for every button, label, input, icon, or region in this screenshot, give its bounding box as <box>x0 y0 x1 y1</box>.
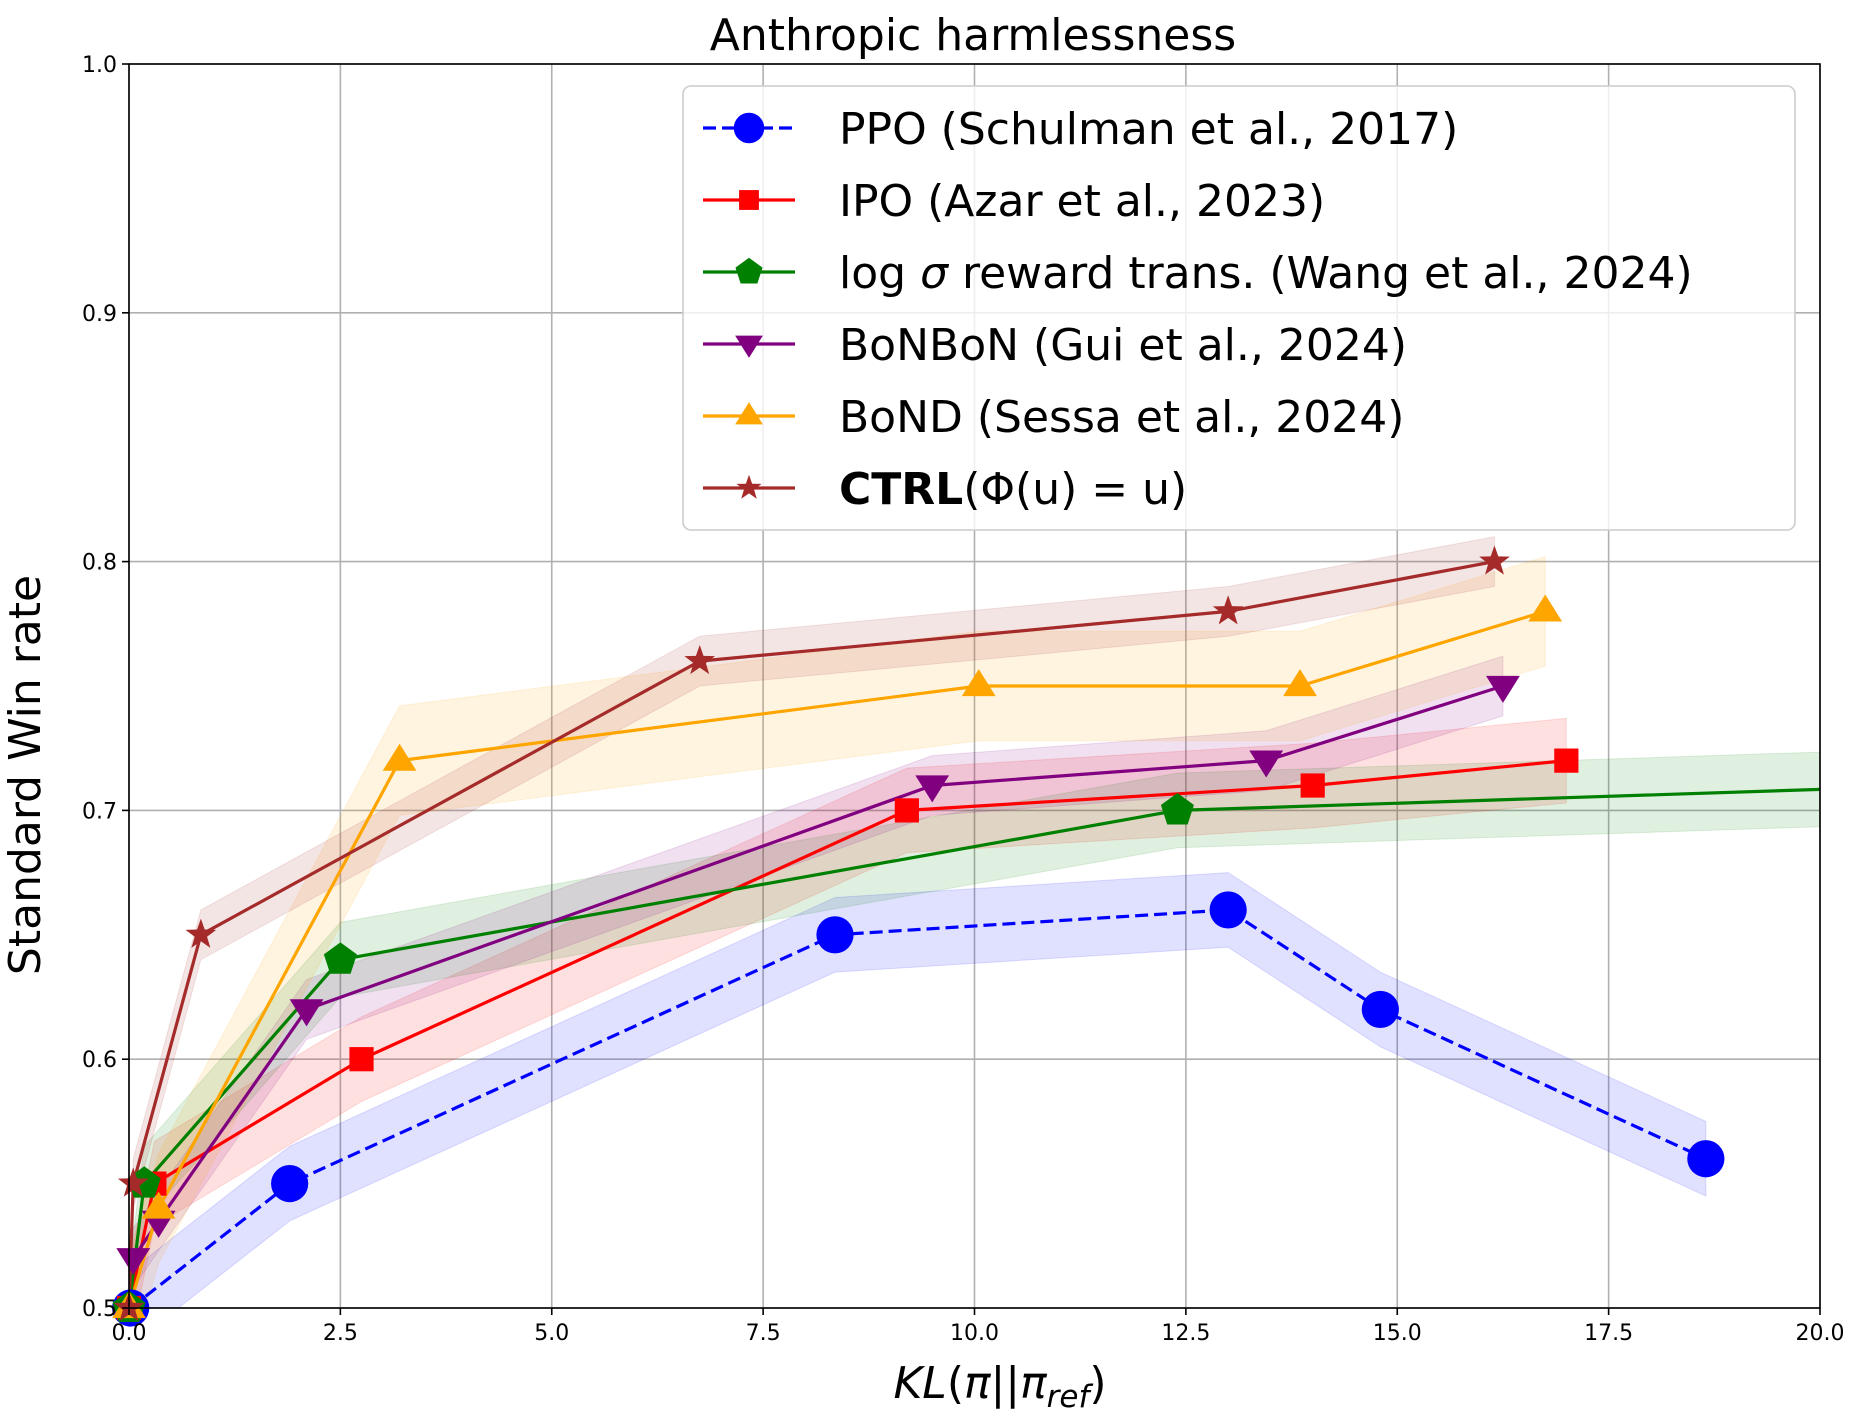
series-1-point <box>1554 748 1579 773</box>
series-5-point <box>1212 595 1244 625</box>
legend-entry: IPO (Azar et al., 2023) <box>703 176 1325 227</box>
x-axis-title-bars: || <box>990 1358 1020 1409</box>
x-axis-title-sub: ref <box>1047 1379 1094 1415</box>
series-5-point <box>1479 545 1510 575</box>
legend-label: BoND (Sessa et al., 2024) <box>839 392 1404 443</box>
axis-ticks: 0.0 2.5 5.0 7.5 10.0 12.5 15.0 17.5 20.0 0.5 0.6 0.… <box>82 53 1844 1346</box>
x-tick-label: 20.0 <box>1796 1321 1845 1346</box>
series-0-band <box>130 872 1707 1308</box>
series-0-point <box>1361 990 1399 1029</box>
series-4-point <box>1283 669 1317 697</box>
series-1-point <box>349 1047 374 1072</box>
legend-label: PPO (Schulman et al., 2017) <box>839 104 1458 155</box>
x-tick-label: 0.0 <box>112 1321 147 1346</box>
y-tick-label: 0.7 <box>82 799 117 824</box>
series-0-point <box>816 916 854 954</box>
legend-entry: BoNBoN (Gui et al., 2024) <box>703 320 1407 371</box>
series-5-line <box>129 560 1495 1308</box>
legend: PPO (Schulman et al., 2017) IPO (Azar et … <box>682 85 1796 531</box>
series-4-point <box>141 1191 176 1219</box>
legend-marker-swatch <box>735 335 763 358</box>
legend-label: log σ reward trans. (Wang et al., 2024) <box>839 248 1693 299</box>
y-tick-label: 0.6 <box>82 1048 117 1073</box>
series-5-point <box>185 918 217 948</box>
series-4-band <box>129 555 1546 1308</box>
x-tick-label: 15.0 <box>1373 1321 1422 1346</box>
series-4-point <box>382 743 417 771</box>
legend-box <box>682 85 1796 531</box>
chart-title: Anthropic harmlessness <box>710 10 1236 61</box>
x-axis-title: KL(π||πref) <box>893 1358 1106 1415</box>
x-axis-title-close: ) <box>1089 1358 1106 1409</box>
series-2-point <box>1160 793 1194 825</box>
series-5-point <box>117 1167 149 1197</box>
series-1-line <box>129 759 1567 1308</box>
series-0-point <box>271 1165 309 1203</box>
x-tick-label: 2.5 <box>323 1321 358 1346</box>
x-axis-title-pi2: π <box>1020 1358 1048 1409</box>
legend-marker-swatch <box>739 190 759 210</box>
legend-entry: PPO (Schulman et al., 2017) <box>703 104 1458 155</box>
series-4-point <box>961 669 996 697</box>
y-tick-label: 0.5 <box>82 1297 117 1322</box>
y-tick-label: 0.9 <box>82 302 117 327</box>
x-axis-title-open: ( <box>947 1358 964 1409</box>
series-1-point <box>1300 773 1325 798</box>
series-3-point <box>1486 675 1520 703</box>
y-axis-title: Standard Win rate <box>0 575 51 975</box>
legend-label: BoNBoN (Gui et al., 2024) <box>839 320 1407 371</box>
legend-label: IPO (Azar et al., 2023) <box>839 176 1325 227</box>
legend-marker-swatch <box>735 402 763 425</box>
y-tick-label: 0.8 <box>82 551 117 576</box>
series-3-point <box>915 775 950 803</box>
series-4-point <box>1528 594 1563 622</box>
x-tick-label: 12.5 <box>1161 1321 1210 1346</box>
series-3-point <box>289 999 324 1027</box>
series-0-line <box>129 908 1707 1308</box>
x-tick-label: 5.0 <box>534 1321 569 1346</box>
legend-marker-swatch <box>735 257 763 284</box>
svg-text:KL(π||πref): KL(π||πref) <box>893 1358 1106 1415</box>
legend-entry: BoND (Sessa et al., 2024) <box>703 392 1404 443</box>
series-markers <box>112 545 1725 1327</box>
series-3-point <box>1249 750 1284 778</box>
x-tick-label: 7.5 <box>746 1321 781 1346</box>
series-2-point <box>323 942 357 974</box>
series-0-point <box>1209 891 1247 929</box>
legend-marker-swatch <box>733 112 765 144</box>
legend-entry: CTRL(Φ(u) = u) <box>703 464 1187 515</box>
legend-label: CTRL(Φ(u) = u) <box>839 464 1187 515</box>
series-3-point <box>116 1248 151 1276</box>
series-5-point <box>684 645 716 675</box>
y-tick-label: 1.0 <box>82 53 117 78</box>
series-1-point <box>894 798 919 823</box>
x-tick-label: 17.5 <box>1584 1321 1633 1346</box>
legend-marker-swatch <box>736 474 762 499</box>
x-axis-title-kl: KL <box>893 1358 946 1409</box>
series-0-point <box>1687 1140 1725 1178</box>
legend-entry: log σ reward trans. (Wang et al., 2024) <box>703 248 1693 299</box>
x-tick-label: 10.0 <box>950 1321 999 1346</box>
x-axis-title-pi: π <box>964 1358 992 1409</box>
